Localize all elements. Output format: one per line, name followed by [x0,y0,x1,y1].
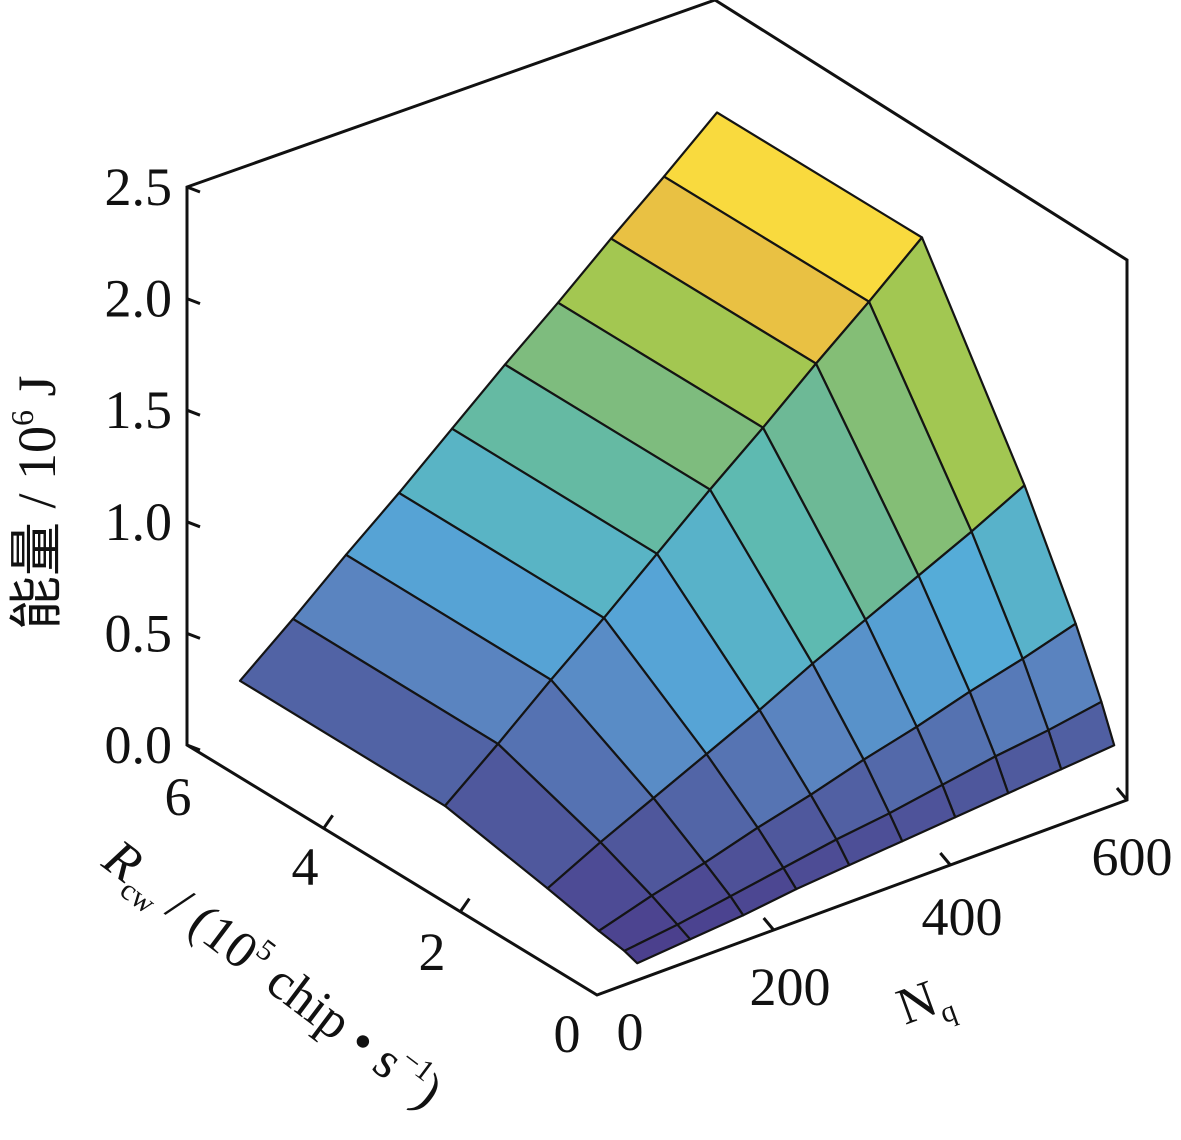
z-tick-label: 2.5 [105,157,173,217]
surface-face [623,923,692,965]
r-tick-label: 4 [292,837,319,897]
r-tick-mark [322,814,334,830]
r-axis-label: Rcw / (105 chip • s−1) [88,826,455,1125]
z-tick-mark [186,185,201,194]
z-tick-mark [186,743,201,752]
r-tick-label: 2 [419,922,446,982]
z-tick-mark [186,297,201,306]
n-tick-label: 400 [922,887,1003,947]
n-tick-label: 0 [617,1002,644,1062]
z-tick-mark [186,632,201,640]
z-tick-label: 1.0 [105,492,173,552]
z-axis-label: 能量 / 106 J [4,375,67,630]
z-axis-ticks: 0.0 0.5 1.0 1.5 2.0 2.5 [105,157,201,775]
n-axis-label: Nq [890,965,961,1043]
r-tick-label: 0 [554,1004,581,1064]
z-tick-label: 2.0 [105,269,173,329]
n-tick-mark [762,917,775,931]
z-tick-mark [186,408,201,417]
r-tick-label: 6 [165,767,192,827]
n-axis-ticks: 0 200 400 600 [617,787,1173,1062]
z-tick-label: 0.0 [105,715,173,775]
n-tick-mark [1115,787,1129,801]
z-tick-label: 0.5 [105,603,173,663]
surface-faces [238,111,1116,965]
n-tick-mark [939,852,952,866]
r-tick-mark [459,897,471,913]
n-tick-label: 200 [750,957,831,1017]
z-tick-label: 1.5 [105,380,173,440]
z-tick-mark [186,520,201,529]
n-tick-label: 600 [1092,827,1173,887]
r-axis-ticks: 0 2 4 6 [165,767,581,1064]
